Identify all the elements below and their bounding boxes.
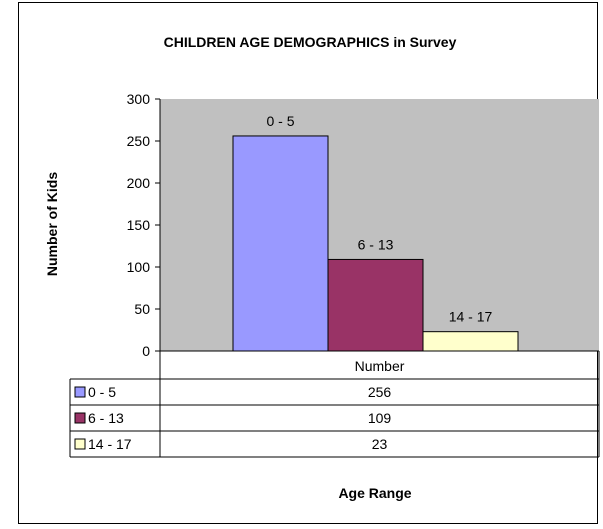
table-header-number: Number [355, 358, 405, 374]
table-value: 23 [372, 436, 388, 452]
bar [232, 135, 329, 352]
legend-label: 14 - 17 [88, 436, 132, 452]
y-tick-label: 200 [127, 175, 151, 191]
y-tick-label: 0 [142, 343, 150, 359]
chart-title: CHILDREN AGE DEMOGRAPHICS in Survey [164, 34, 457, 50]
table-value: 109 [368, 410, 392, 426]
y-axis-title: Number of Kids [44, 172, 60, 276]
y-tick-label: 100 [127, 259, 151, 275]
bar-data-label: 14 - 17 [449, 309, 493, 325]
y-tick-label: 50 [134, 301, 150, 317]
bars-group [232, 135, 519, 352]
y-tick-label: 150 [127, 217, 151, 233]
bar [422, 331, 519, 352]
legend-key [74, 386, 86, 398]
legend-key [74, 412, 86, 424]
bar-data-label: 0 - 5 [266, 113, 294, 129]
legend-label: 6 - 13 [88, 410, 124, 426]
y-tick-label: 300 [127, 91, 151, 107]
y-tick-label: 250 [127, 133, 151, 149]
bar-data-label: 6 - 13 [358, 236, 394, 252]
legend-label: 0 - 5 [88, 384, 116, 400]
data-labels-group: 0 - 5 6 - 13 14 - 17 [266, 113, 492, 325]
legend-key [74, 438, 86, 450]
x-axis-title: Age Range [338, 485, 411, 501]
bar [327, 258, 424, 352]
data-table: Number 0 - 5 256 6 - 13 109 14 - 17 23 [69, 351, 600, 458]
table-value: 256 [368, 384, 392, 400]
